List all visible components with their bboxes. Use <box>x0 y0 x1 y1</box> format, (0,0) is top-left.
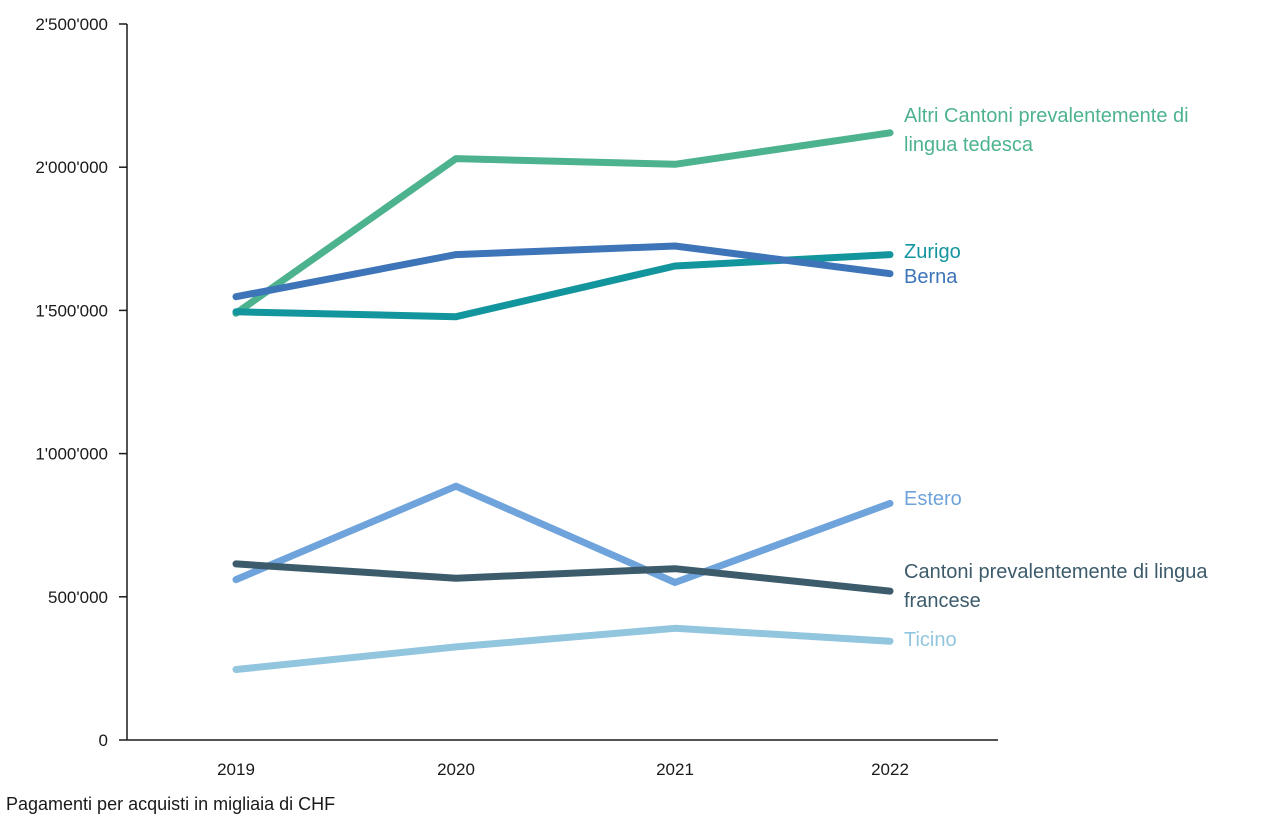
chart-note: Pagamenti per acquisti in migliaia di CH… <box>6 794 336 814</box>
y-tick-label: 2'500'000 <box>35 15 108 34</box>
series-label-zurigo: Zurigo <box>904 241 961 263</box>
y-tick-label: 1'000'000 <box>35 445 108 464</box>
series-label-cantoni-prevalentemente-di-lingua-francese: francese <box>904 590 981 612</box>
series-label-berna: Berna <box>904 266 958 288</box>
series-line-berna <box>232 242 894 301</box>
series-label-cantoni-prevalentemente-di-lingua-francese: Cantoni prevalentemente di lingua <box>904 561 1208 583</box>
chart-series-lines <box>232 129 894 673</box>
chart-axes: 0 500'000 1'000'000 1'500'000 2'000'000 2'500… <box>35 15 998 779</box>
series-line-ticino <box>232 624 894 673</box>
series-label-altri-cantoni-prevalentemente-di-lingua-tedesca: Altri Cantoni prevalentemente di <box>904 105 1189 127</box>
series-label-ticino: Ticino <box>904 629 957 651</box>
y-tick-label: 500'000 <box>48 588 108 607</box>
chart-series-labels: Altri Cantoni prevalentemente di lingua t… <box>904 105 1208 651</box>
y-tick-label: 2'000'000 <box>35 158 108 177</box>
series-line-altri-cantoni-prevalentemente-di-lingua-tedesca <box>232 129 894 317</box>
series-line-cantoni-prevalentemente-di-lingua-francese <box>232 560 894 595</box>
y-tick-label: 0 <box>99 731 108 750</box>
series-label-altri-cantoni-prevalentemente-di-lingua-tedesca: lingua tedesca <box>904 134 1034 156</box>
x-tick-label: 2022 <box>871 760 909 779</box>
series-line-estero <box>232 482 894 586</box>
series-label-estero: Estero <box>904 488 962 510</box>
y-tick-label: 1'500'000 <box>35 301 108 320</box>
x-tick-label: 2021 <box>656 760 694 779</box>
x-tick-label: 2020 <box>437 760 475 779</box>
x-tick-label: 2019 <box>217 760 255 779</box>
